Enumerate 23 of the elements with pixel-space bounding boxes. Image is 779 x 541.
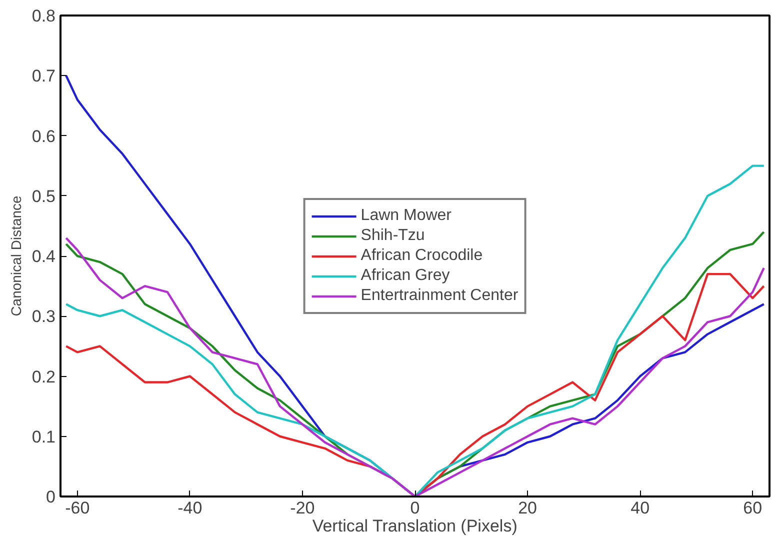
legend-label: Entertrainment Center [360,286,518,304]
x-tick-label: -60 [65,498,90,518]
legend-label: African Crocodile [360,246,483,264]
legend-label: African Grey [360,266,450,284]
y-tick-label: 0.6 [32,126,56,146]
y-tick-label: 0.2 [32,367,56,386]
x-axis-title: Vertical Translation (Pixels) [312,516,518,536]
y-axis-title: Canonical Distance [8,195,24,316]
legend-label: Shih-Tzu [360,226,425,244]
y-tick-label: 0.3 [32,307,56,326]
x-tick-label: 40 [630,498,650,518]
x-tick-label: -20 [290,498,315,518]
y-tick-label: 0.7 [32,66,56,86]
y-tick-label: 0.4 [32,247,56,266]
legend-label: Lawn Mower [360,206,452,224]
y-tick-label: 0.8 [32,6,56,26]
x-tick-label: 60 [743,498,762,518]
y-tick-label: 0.1 [32,427,56,446]
x-tick-label: 20 [518,498,538,518]
x-tick-label: -40 [178,498,202,518]
x-tick-label: 0 [410,498,420,518]
y-tick-label: 0.5 [32,186,56,206]
line-series [65,164,765,496]
